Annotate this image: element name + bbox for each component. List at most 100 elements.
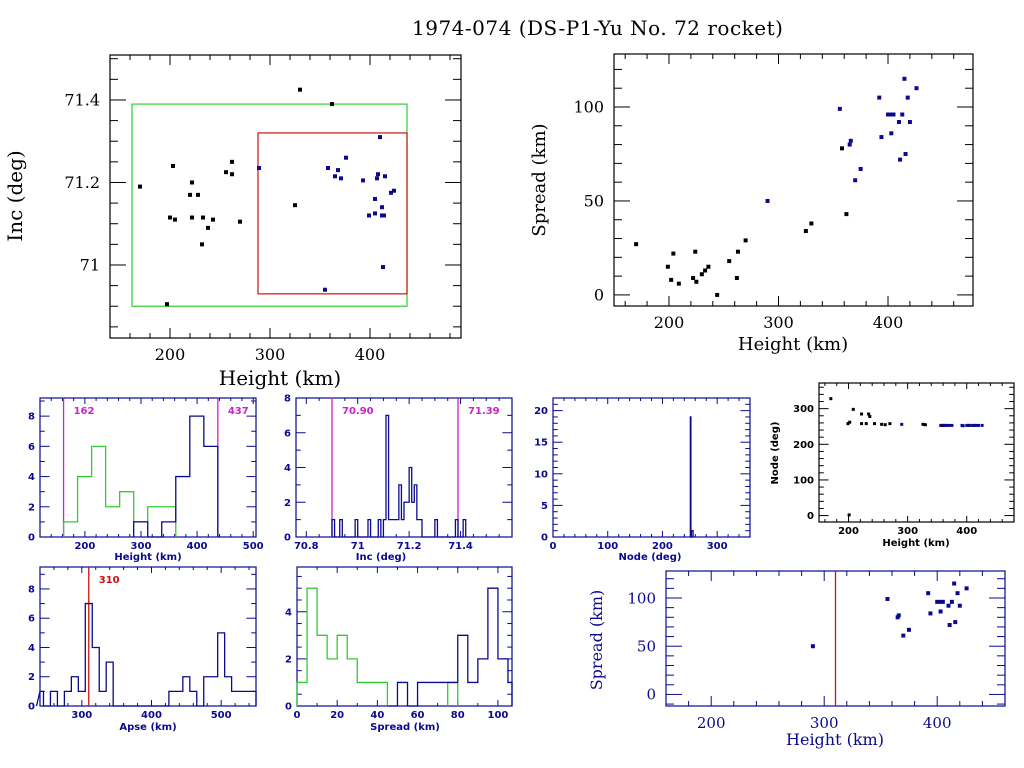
y-tick-label: 71.4 xyxy=(64,91,100,110)
y-tick-label: 50 xyxy=(584,192,604,211)
x-tick-label: 500 xyxy=(211,710,232,721)
x-tick-label: 100 xyxy=(487,710,508,721)
data-point xyxy=(945,423,949,427)
data-point xyxy=(971,423,975,427)
data-point xyxy=(950,423,954,427)
y-tick-label: 0 xyxy=(285,702,292,713)
data-point xyxy=(392,188,396,193)
spread-vs-height-plot: 200 300 400 0 50 100 Height (km) Spread (km) xyxy=(529,53,974,355)
y-tick-label: 0 xyxy=(28,533,35,544)
data-point xyxy=(765,198,770,203)
data-point xyxy=(974,423,978,427)
figure-title: 1974-074 (DS-P1-Yu No. 72 rocket) xyxy=(412,16,784,40)
data-point xyxy=(851,407,855,411)
data-point xyxy=(743,238,748,243)
data-point xyxy=(914,86,919,91)
x-tick-label: 20 xyxy=(330,710,344,721)
y-tick-label: 0 xyxy=(594,286,604,305)
histogram-blue xyxy=(133,415,219,538)
x-tick-label: 70.8 xyxy=(294,541,319,552)
data-point xyxy=(330,102,334,107)
data-point xyxy=(964,586,969,591)
x-tick-label: 71.2 xyxy=(397,541,422,552)
data-point xyxy=(200,242,204,247)
data-point xyxy=(336,168,340,173)
data-point xyxy=(903,151,908,156)
data-point xyxy=(972,423,976,427)
y-tick-label: 6 xyxy=(284,428,291,439)
apse-histogram-plot: 300 400 500 0 2 4 6 8 Apse (km) 310 xyxy=(28,566,257,733)
histogram-blue xyxy=(689,416,694,538)
x-axis-label: Height (km) xyxy=(114,552,181,563)
data-point xyxy=(375,176,379,181)
data-point xyxy=(809,221,814,226)
reference-line-label: 310 xyxy=(99,575,120,586)
data-point xyxy=(939,423,943,427)
data-point xyxy=(257,166,261,171)
y-tick-label: 8 xyxy=(28,584,35,595)
x-tick-label: 300 xyxy=(810,714,839,732)
y-tick-label: 15 xyxy=(534,438,548,449)
y-tick-label: 5 xyxy=(541,501,548,512)
data-point xyxy=(965,423,969,427)
data-point xyxy=(382,213,386,218)
x-tick-label: 500 xyxy=(243,541,264,552)
data-point xyxy=(727,259,732,264)
reference-line-label: 162 xyxy=(74,406,95,417)
data-point xyxy=(810,644,815,649)
data-point xyxy=(848,420,852,424)
inc-vs-height-plot: 200 300 400 71 71.2 71.4 Height (km) Inc (deg) xyxy=(3,54,462,390)
data-point xyxy=(829,397,833,401)
data-point xyxy=(293,203,297,208)
data-point xyxy=(942,423,946,427)
y-tick-label: 4 xyxy=(284,463,291,474)
x-tick-label: 400 xyxy=(141,710,162,721)
y-tick-label: 6 xyxy=(28,614,35,625)
x-tick-label: 400 xyxy=(873,313,904,332)
x-axis-label: Height (km) xyxy=(786,730,884,749)
data-point xyxy=(694,279,699,284)
data-point xyxy=(703,268,708,273)
x-tick-label: 300 xyxy=(897,526,918,537)
apse-histogram-frame xyxy=(39,566,257,707)
data-point xyxy=(868,415,872,419)
y-axis-label: Inc (deg) xyxy=(3,150,27,241)
data-point xyxy=(201,215,205,220)
data-point xyxy=(947,423,951,427)
node-vs-height-frame xyxy=(818,382,1015,523)
data-point xyxy=(846,422,850,426)
data-point xyxy=(380,205,384,210)
x-tick-label: 300 xyxy=(131,541,152,552)
y-tick-label: 10 xyxy=(534,469,548,480)
x-tick-label: 200 xyxy=(652,541,673,552)
node-histogram-frame xyxy=(552,397,751,538)
x-tick-label: 0 xyxy=(294,710,301,721)
x-tick-label: 200 xyxy=(74,541,95,552)
data-point xyxy=(383,174,387,179)
data-point xyxy=(634,242,639,247)
x-axis-label: Inc (deg) xyxy=(356,552,407,563)
spread-vs-height-filtered-plot: 200 300 400 0 50 100 Height (km) Spread (km) xyxy=(587,570,1006,749)
data-point xyxy=(888,422,892,426)
y-tick-label: 4 xyxy=(28,643,35,654)
y-tick-label: 6 xyxy=(28,442,35,453)
data-point xyxy=(190,215,194,220)
data-point xyxy=(858,167,863,172)
data-point xyxy=(840,146,845,151)
data-point xyxy=(877,95,882,100)
green-selection-box xyxy=(131,103,408,307)
data-point xyxy=(196,192,200,197)
x-tick-label: 400 xyxy=(956,526,977,537)
data-point xyxy=(376,172,380,177)
data-point xyxy=(923,423,927,427)
x-axis-label: Height (km) xyxy=(738,334,848,355)
x-tick-label: 300 xyxy=(763,313,794,332)
y-tick-label: 71.2 xyxy=(64,173,100,192)
data-point xyxy=(898,157,903,162)
data-point xyxy=(671,251,676,256)
y-tick-label: 2 xyxy=(285,654,292,665)
y-tick-label: 100 xyxy=(627,589,656,607)
y-tick-label: 2 xyxy=(28,502,35,513)
y-tick-label: 300 xyxy=(793,404,814,415)
y-axis-label: Node (deg) xyxy=(770,422,781,485)
